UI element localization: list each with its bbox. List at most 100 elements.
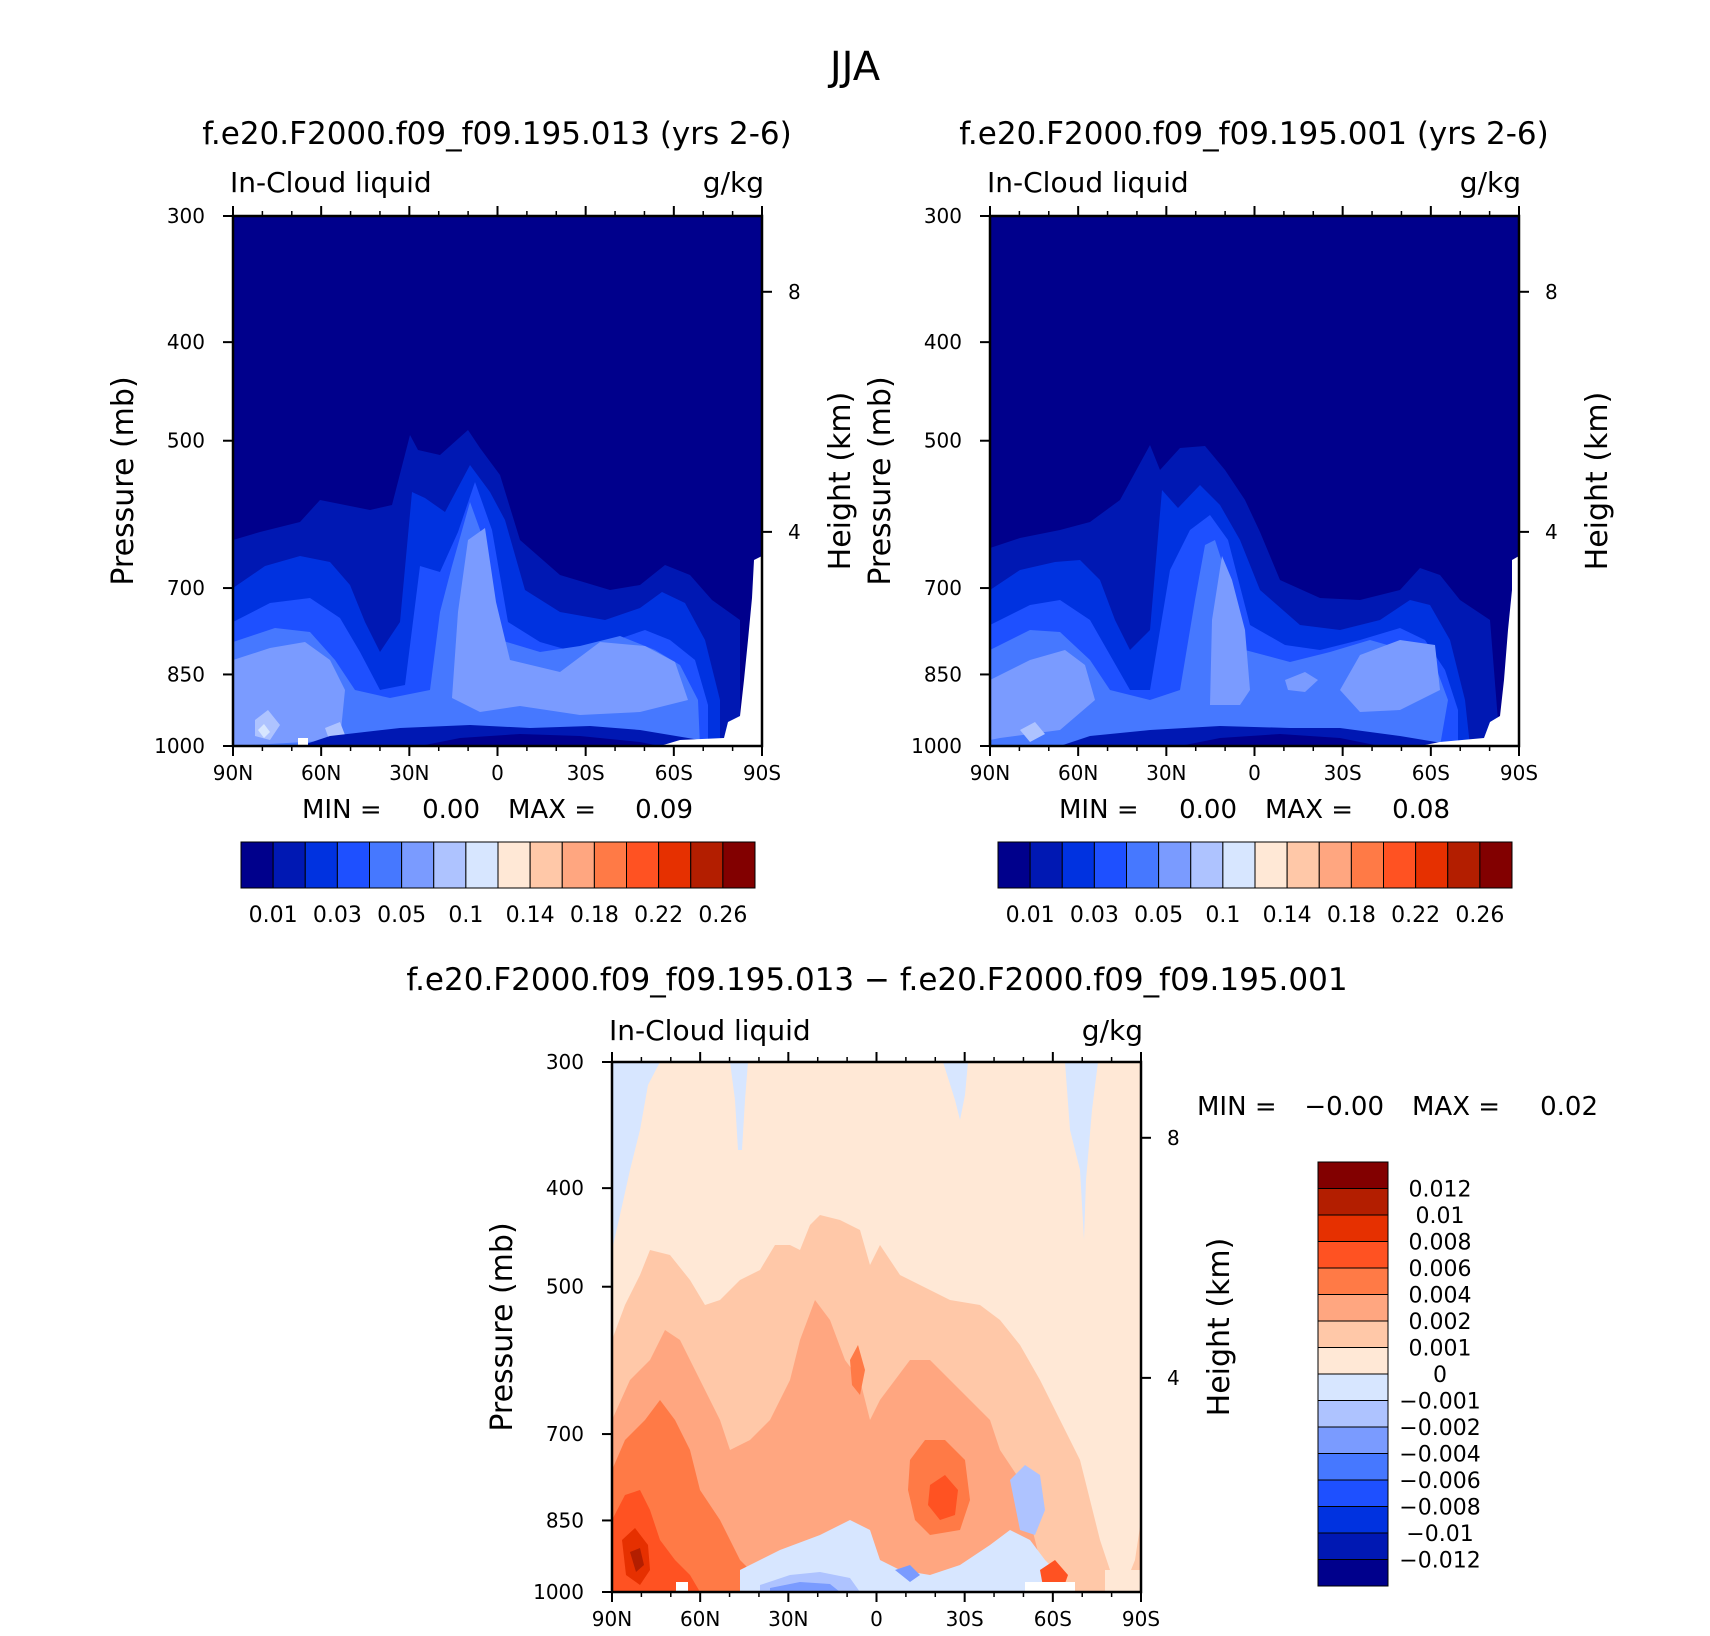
colorbar-swatch	[1126, 841, 1160, 889]
field-level-8	[258, 724, 270, 738]
colorbar-swatch	[1317, 1161, 1389, 1189]
colorbar-swatch	[1350, 841, 1384, 889]
colorbar-label: −0.004	[1399, 1443, 1480, 1468]
x-tick-label: 30N	[389, 761, 429, 785]
colorbar-label: 0.01	[1416, 1204, 1465, 1229]
colorbar-swatch	[336, 841, 370, 889]
y-tick-label: 850	[924, 662, 962, 686]
colorbar-swatch	[1447, 841, 1481, 889]
y-tick-label: 850	[546, 1508, 584, 1532]
colorbar-swatch	[1317, 1453, 1389, 1481]
panel-difference-stats: MIN = −0.00 MAX = 0.02	[1197, 1092, 1598, 1122]
field-negative-lower-3	[770, 1565, 920, 1592]
y2-tick-label: 4	[1167, 1366, 1180, 1390]
panel-case-variable: In-Cloud liquid	[230, 166, 432, 199]
x-tick-label: 0	[491, 761, 504, 785]
colorbar-label: 0.14	[506, 903, 555, 928]
colorbar-swatch	[1317, 1241, 1389, 1269]
colorbar-swatch	[369, 841, 403, 889]
min-value: 0.00	[422, 795, 480, 825]
y2-tick-label: 8	[788, 280, 801, 304]
colorbar-label: 0.22	[634, 903, 683, 928]
max-label: MAX =	[1412, 1092, 1500, 1122]
colorbar-swatch	[593, 841, 627, 889]
x-tick-label: 90N	[592, 1607, 632, 1631]
colorbar-label: 0.01	[1006, 903, 1055, 928]
colorbar-swatch	[1317, 1267, 1389, 1295]
field-negative-upper-left	[612, 1062, 660, 1250]
colorbar-swatch	[1479, 841, 1513, 889]
colorbar-label: 0.03	[1070, 903, 1119, 928]
colorbar-swatch	[1317, 1532, 1389, 1560]
colorbar-swatch	[1317, 1347, 1389, 1375]
y-tick-label: 300	[924, 204, 962, 228]
panel-control-variable: In-Cloud liquid	[987, 166, 1189, 199]
colorbar-swatch	[658, 841, 692, 889]
colorbar-label: 0.05	[1134, 903, 1183, 928]
colorbar-label: 0	[1433, 1363, 1447, 1388]
colorbar-swatch	[1317, 1320, 1389, 1348]
y2-tick-label: 8	[1545, 280, 1558, 304]
x-tick-label: 90N	[213, 761, 253, 785]
colorbar-swatch	[561, 841, 595, 889]
panel-case: f.e20.F2000.f09_f09.195.013 (yrs 2-6) In…	[106, 116, 858, 785]
x-tick-label: 60N	[680, 1607, 720, 1631]
field-missing	[660, 556, 762, 746]
colorbar-label: −0.01	[1406, 1522, 1473, 1547]
colorbar-label: 0.004	[1409, 1284, 1472, 1309]
panel-case-colorbar: 0.01 0.03 0.05 0.1 0.14 0.18 0.22 0.26	[240, 841, 756, 928]
colorbar-swatch	[304, 841, 338, 889]
figure-title: JJA	[827, 44, 881, 90]
colorbar-label: 0.001	[1409, 1337, 1472, 1362]
colorbar-swatch	[1383, 841, 1417, 889]
colorbar-swatch	[1318, 841, 1352, 889]
colorbar-swatch	[1061, 841, 1095, 889]
y-axis-title: Pressure (mb)	[485, 1222, 520, 1431]
field-missing	[1420, 556, 1519, 746]
colorbar-swatch	[1317, 1479, 1389, 1507]
field-missing-patch-2	[1025, 1582, 1075, 1592]
colorbar-swatch	[529, 841, 563, 889]
y-tick-label: 300	[546, 1050, 584, 1074]
min-label: MIN =	[1197, 1092, 1277, 1122]
colorbar-label: −0.001	[1399, 1390, 1480, 1415]
y2-axis-title: Height (km)	[1580, 392, 1615, 571]
panel-difference-variable: In-Cloud liquid	[609, 1014, 811, 1047]
x-tick-label: 90S	[1500, 761, 1538, 785]
colorbar-swatch	[1093, 841, 1127, 889]
colorbar-label: −0.008	[1399, 1496, 1480, 1521]
colorbar-swatch	[1317, 1426, 1389, 1454]
colorbar-swatch	[1317, 1506, 1389, 1534]
colorbar-label: 0.14	[1263, 903, 1312, 928]
colorbar-swatch	[1317, 1373, 1389, 1401]
colorbar-swatch	[497, 841, 531, 889]
colorbar-swatch	[1317, 1294, 1389, 1322]
colorbar-label: 0.012	[1409, 1178, 1472, 1203]
y2-axis-title: Height (km)	[823, 392, 858, 571]
field-negative-streak-2	[943, 1062, 968, 1120]
min-value: 0.00	[1179, 795, 1237, 825]
colorbar-swatch	[1415, 841, 1449, 889]
y2-tick-label: 8	[1167, 1126, 1180, 1150]
x-tick-label: 30S	[567, 761, 605, 785]
axes: 90N 60N 30N 0 30S 60S 90S 300 400 500 700 850 1000 8 4…	[863, 204, 1615, 785]
max-value: 0.02	[1540, 1092, 1598, 1122]
field-level-6	[990, 556, 1440, 740]
panel-case-field	[233, 216, 762, 746]
max-value: 0.09	[635, 795, 693, 825]
x-tick-label: 30N	[768, 1607, 808, 1631]
x-tick-label: 60N	[1058, 761, 1098, 785]
max-label: MAX =	[1265, 795, 1353, 825]
panel-control-title: f.e20.F2000.f09_f09.195.001 (yrs 2-6)	[959, 116, 1549, 152]
y-axis-title: Pressure (mb)	[106, 376, 141, 585]
field-missing-patch-1	[676, 1582, 688, 1592]
y2-tick-label: 4	[788, 520, 801, 544]
y-tick-label: 1000	[154, 734, 205, 758]
x-tick-label: 30S	[946, 1607, 984, 1631]
panel-case-title: f.e20.F2000.f09_f09.195.013 (yrs 2-6)	[202, 116, 792, 152]
colorbar-label: 0.01	[249, 903, 298, 928]
colorbar-swatch	[1190, 841, 1224, 889]
panel-case-units: g/kg	[703, 166, 764, 199]
y-tick-label: 1000	[911, 734, 962, 758]
